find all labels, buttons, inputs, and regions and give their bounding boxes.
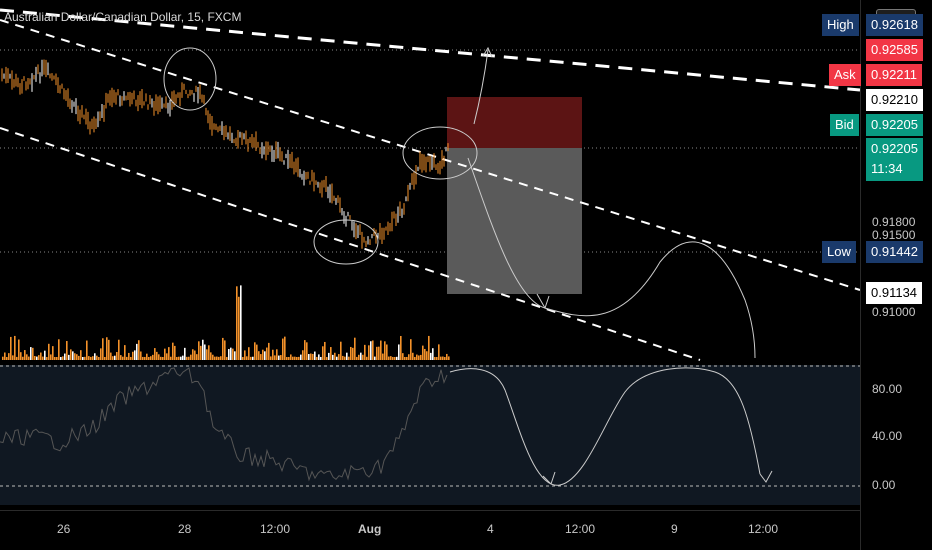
last-price-tag: 0.92210 — [866, 89, 923, 111]
price-label: 0.91000 — [872, 305, 916, 319]
oscillator-label: 0.00 — [872, 478, 896, 492]
time-label: 9 — [671, 522, 678, 536]
annotation-arrow-up — [473, 49, 489, 125]
time-label: 26 — [57, 522, 71, 536]
bar-countdown: 11:34 — [871, 161, 903, 176]
annotation-circle-bottom — [313, 219, 379, 265]
symbol-title[interactable]: Australian Dollar/Canadian Dollar, 15, F… — [4, 10, 242, 24]
reward-zone[interactable] — [447, 148, 582, 294]
time-label: 4 — [487, 522, 494, 536]
low-tag-name: Low — [822, 241, 856, 263]
time-label: 28 — [178, 522, 192, 536]
oscillator-label: 80.00 — [872, 382, 903, 396]
middle-trendline[interactable] — [0, 19, 861, 291]
price-series — [1, 59, 449, 249]
bid-tag-name: Bid — [830, 114, 859, 136]
high-tag-value: 0.92618 — [866, 14, 923, 36]
drawing-price-tag: 0.91134 — [866, 282, 923, 304]
oscillator-annotation-head-1 — [542, 471, 556, 485]
oscillator-annotation-head-2 — [759, 470, 773, 483]
oscillator-line — [0, 367, 448, 482]
volume-series — [2, 285, 450, 360]
low-tag-value: 0.91442 — [866, 241, 923, 263]
oscillator-pane[interactable] — [0, 365, 860, 505]
annotation-circle-top — [163, 47, 217, 111]
bid-tag-value: 0.92205 — [866, 114, 923, 136]
price-axis-border — [860, 0, 861, 550]
time-label: 12:00 — [748, 522, 779, 536]
ask-tag-name: Ask — [829, 64, 861, 86]
price-label: 0.91800 — [872, 215, 916, 229]
price-label: 0.91500 — [872, 228, 916, 242]
ask-tag-value: 0.92211 — [866, 64, 923, 86]
time-label: Aug — [358, 522, 382, 536]
annotation-arrow-up-head — [482, 46, 493, 58]
annotation-arrow-down-head — [536, 293, 550, 310]
upper-trendline[interactable] — [0, 8, 861, 92]
oscillator-annotation-path — [449, 367, 761, 486]
high-tag-name: High — [822, 14, 859, 36]
current-price-tag: 0.92205 11:34 — [866, 138, 923, 181]
red-price-tag: 0.92585 — [866, 39, 923, 61]
lower-trendline[interactable] — [0, 127, 701, 361]
oscillator-label: 40.00 — [872, 429, 903, 443]
time-axis-border — [0, 510, 860, 511]
annotation-price-path — [467, 157, 756, 359]
current-price-value: 0.92205 — [871, 141, 918, 156]
time-label: 12:00 — [260, 522, 291, 536]
time-label: 12:00 — [565, 522, 596, 536]
risk-zone[interactable] — [447, 97, 582, 148]
annotation-circle-right — [402, 126, 478, 180]
